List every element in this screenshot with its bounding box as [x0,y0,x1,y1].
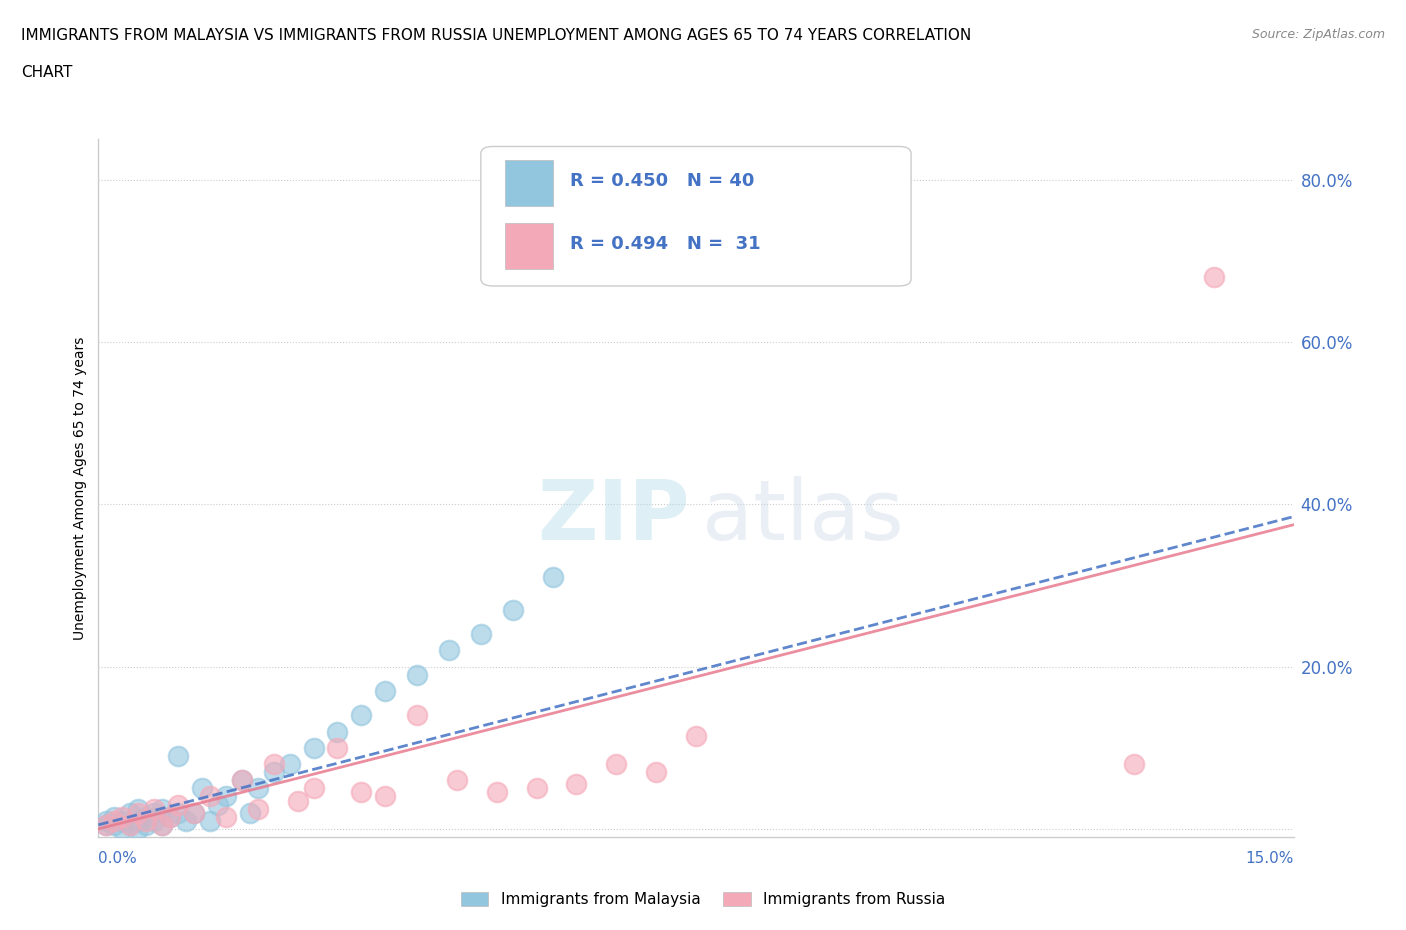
Point [350,785,373,800]
Point [198,789,221,804]
Point [127,821,149,836]
Point [183,805,205,820]
Point [150,817,173,832]
Point [685,728,707,743]
Point [150,817,173,832]
Point [302,740,325,755]
Point [143,805,166,820]
Point [183,805,205,820]
Point [143,814,166,829]
Point [174,814,197,829]
Point [127,801,149,816]
Point [96,817,118,832]
Point [191,781,214,796]
Point [96,814,118,829]
FancyBboxPatch shape [481,147,911,286]
Legend: Immigrants from Malaysia, Immigrants from Russia: Immigrants from Malaysia, Immigrants fro… [454,885,952,913]
Point [215,809,238,824]
Point [437,643,460,658]
Point [485,785,508,800]
FancyBboxPatch shape [505,223,553,269]
Point [231,773,253,788]
Point [111,809,134,824]
Point [326,724,349,739]
Point [374,684,396,698]
Point [350,708,373,723]
Text: ZIP: ZIP [537,475,690,557]
Point [150,801,173,816]
Point [120,817,142,832]
Point [246,781,269,796]
Text: IMMIGRANTS FROM MALAYSIA VS IMMIGRANTS FROM RUSSIA UNEMPLOYMENT AMONG AGES 65 TO: IMMIGRANTS FROM MALAYSIA VS IMMIGRANTS F… [21,28,972,43]
Point [239,805,262,820]
Point [605,757,627,772]
Point [111,814,134,829]
Point [231,773,253,788]
Point [263,757,285,772]
Text: 15.0%: 15.0% [1246,851,1294,866]
Point [287,793,309,808]
Y-axis label: Unemployment Among Ages 65 to 74 years: Unemployment Among Ages 65 to 74 years [73,337,87,640]
Point [645,764,668,779]
Point [541,570,564,585]
Point [103,814,125,829]
Point [167,749,190,764]
Point [167,805,190,820]
Point [111,821,134,836]
Point [1123,757,1146,772]
Point [470,627,492,642]
Point [159,809,181,824]
Text: Source: ZipAtlas.com: Source: ZipAtlas.com [1251,28,1385,41]
Point [167,797,190,812]
Point [1202,270,1225,285]
Point [246,801,269,816]
Text: 0.0%: 0.0% [98,851,138,866]
Point [207,797,229,812]
Point [198,814,221,829]
Point [103,809,125,824]
Point [446,773,468,788]
Point [526,781,548,796]
Point [135,814,157,829]
Text: CHART: CHART [21,65,73,80]
Point [159,809,181,824]
Point [502,603,524,618]
Point [565,777,588,791]
Point [278,757,301,772]
Point [135,809,157,824]
FancyBboxPatch shape [505,161,553,206]
Text: atlas: atlas [702,475,904,557]
Text: R = 0.450   N = 40: R = 0.450 N = 40 [571,172,755,191]
Text: R = 0.494   N =  31: R = 0.494 N = 31 [571,235,761,253]
Point [143,801,166,816]
Point [406,668,429,683]
Point [263,764,285,779]
Point [374,789,396,804]
Point [135,817,157,832]
Point [96,817,118,832]
Point [120,817,142,832]
Point [120,805,142,820]
Point [302,781,325,796]
Point [406,708,429,723]
Point [103,817,125,832]
Point [326,740,349,755]
Point [215,789,238,804]
Point [127,814,149,829]
Point [127,805,149,820]
